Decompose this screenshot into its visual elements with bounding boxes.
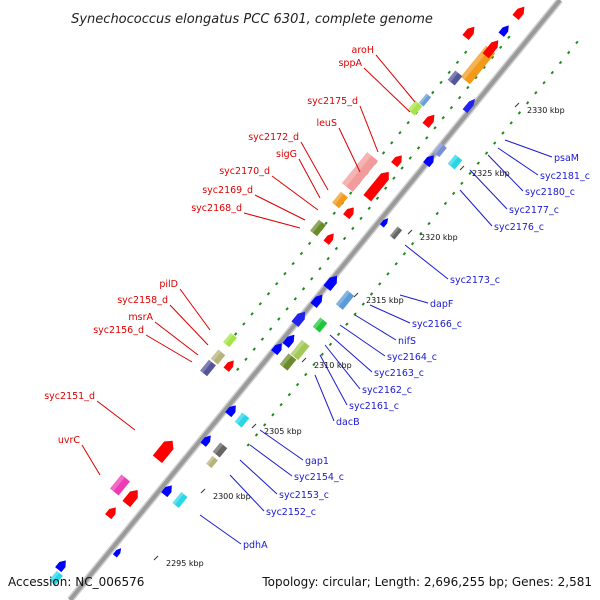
gene-block [379,218,389,228]
kbp-label: 2310 kbp [314,361,352,370]
gene-label-lower[interactable]: syc2153_c [279,490,329,501]
gene-label-lower[interactable]: syc2176_c [494,222,544,233]
label-leader-lines [81,54,553,545]
gene-label-lower[interactable]: syc2164_c [387,352,437,363]
genome-title: Synechococcus elongatus PCC 6301, comple… [71,12,433,27]
gene-label-upper[interactable]: pilD [159,279,178,290]
gene-block [498,25,509,37]
gene-label-lower[interactable]: pdhA [243,540,268,551]
gene-block [447,154,463,170]
gene-label-lower[interactable]: syc2181_c [540,171,590,182]
kbp-label: 2300 kbp [213,492,251,501]
gene-block [105,507,116,520]
topology-text: Topology: circular; Length: 2,696,255 bp… [261,575,592,589]
gene-label-upper[interactable]: syc2156_d [93,325,144,336]
kbp-label: 2325 kbp [472,169,510,178]
gene-label-lower[interactable]: psaM [554,153,579,164]
gene-block [422,114,435,128]
gene-block [225,405,236,418]
gene-label-lower[interactable]: dapF [430,299,453,310]
gene-label-upper[interactable]: syc2172_d [248,132,299,143]
gene-label-upper[interactable]: uvrC [58,435,81,446]
gene-block [200,435,211,447]
gene-block [206,455,218,469]
gene-block [223,332,237,348]
gene-block [335,290,355,310]
gene-label-upper[interactable]: sigG [276,149,297,160]
gene-label-upper[interactable]: leuS [316,118,337,129]
gene-block [332,191,348,209]
gene-label-lower[interactable]: syc2163_c [374,368,424,379]
gene-block [512,6,525,20]
gene-block [433,142,447,158]
gene-block [291,311,306,328]
gene-block [323,233,334,245]
gene-label-lower[interactable]: nifS [398,336,416,347]
gene-label-upper[interactable]: syc2158_d [117,295,168,306]
gene-label-upper[interactable]: msrA [128,312,153,323]
gene-labels: aroH sppA syc2175_d leuS syc2172_d sigG syc217… [44,45,590,551]
kbp-label: 2295 kbp [166,559,204,568]
gene-label-lower[interactable]: syc2166_c [412,319,462,330]
strand-tick-marks [233,35,579,447]
gene-label-lower[interactable]: syc2180_c [525,187,575,198]
gene-block [418,93,432,107]
gene-block [391,155,402,168]
gene-block [210,349,226,365]
gene-block [161,485,172,498]
kbp-label: 2330 kbp [527,106,565,115]
kbp-label: 2305 kbp [264,427,302,436]
kbp-label: 2315 kbp [366,296,404,305]
gene-block [282,334,295,348]
gene-block [212,442,228,458]
gene-block [112,548,122,558]
gene-label-upper[interactable]: sppA [338,58,362,69]
gene-label-upper[interactable]: syc2175_d [307,96,358,107]
gene-label-upper[interactable]: aroH [352,45,374,56]
gene-block [462,98,476,114]
gene-block [310,219,326,237]
gene-block [423,155,434,168]
gene-block [55,560,66,573]
gene-block [271,343,282,356]
gene-block [323,275,338,292]
gene-label-lower[interactable]: syc2154_c [294,472,344,483]
gene-label-upper[interactable]: syc2169_d [202,185,253,196]
gene-block [234,412,250,428]
gene-block [290,339,310,361]
gene-label-lower[interactable]: syc2177_c [509,205,559,216]
gene-block [462,26,475,40]
gene-block [49,570,63,586]
gene-block [152,440,174,464]
gene-block [447,70,463,86]
gene-label-lower[interactable]: dacB [336,417,360,428]
kbp-label: 2320 kbp [420,233,458,242]
accession-text: Accession: NC_006576 [8,575,144,589]
gene-label-upper[interactable]: syc2170_d [219,166,270,177]
gene-label-upper[interactable]: syc2168_d [191,203,242,214]
gene-block [482,40,499,59]
gene-block [312,317,328,333]
gene-features [49,6,525,586]
gene-label-lower[interactable]: syc2152_c [266,507,316,518]
gene-label-lower[interactable]: syc2173_c [450,275,500,286]
gene-label-lower[interactable]: syc2162_c [362,385,412,396]
kbp-ruler: 2295 kbp 2300 kbp 2305 kbp 2310 kbp 2315 kbp… [153,102,565,568]
gene-block [223,360,234,372]
gene-label-lower[interactable]: gap1 [305,456,329,467]
gene-block [407,100,423,116]
gene-label-upper[interactable]: syc2151_d [44,391,95,402]
gene-label-lower[interactable]: syc2161_c [349,401,399,412]
gene-block [172,492,188,508]
gene-block [343,207,354,220]
gene-block [200,359,216,377]
gene-block [279,353,297,371]
gene-block [122,490,138,508]
gene-block [110,474,130,496]
gene-block [310,294,323,308]
gene-block [363,171,389,202]
gene-block [389,226,403,240]
